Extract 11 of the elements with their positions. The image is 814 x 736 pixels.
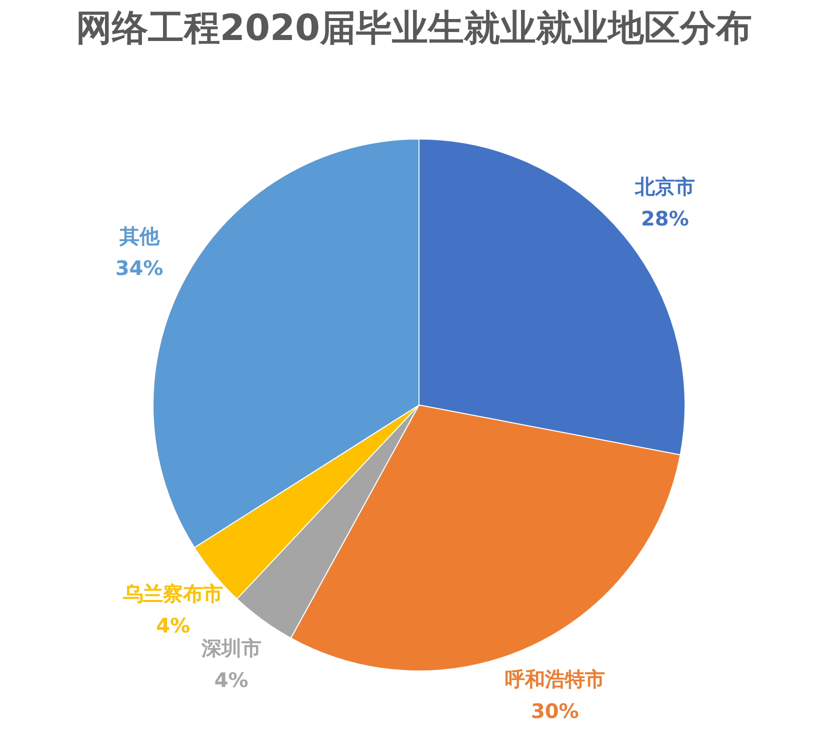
data-label: 30% [530, 698, 579, 723]
slice-label: 北京市 [634, 174, 695, 199]
data-label: 34% [115, 256, 164, 280]
slice-label: 深圳市 [200, 636, 262, 660]
data-label: 28% [641, 206, 689, 231]
slice-label: 其他 [118, 224, 160, 248]
chart-title: 网络工程2020届毕业生就业就业地区分布 [76, 8, 752, 49]
slice-label: 呼和浩特市 [504, 666, 605, 691]
slice-label: 乌兰察布市 [122, 581, 224, 606]
data-label: 4% [214, 668, 248, 692]
data-label: 4% [156, 613, 190, 638]
